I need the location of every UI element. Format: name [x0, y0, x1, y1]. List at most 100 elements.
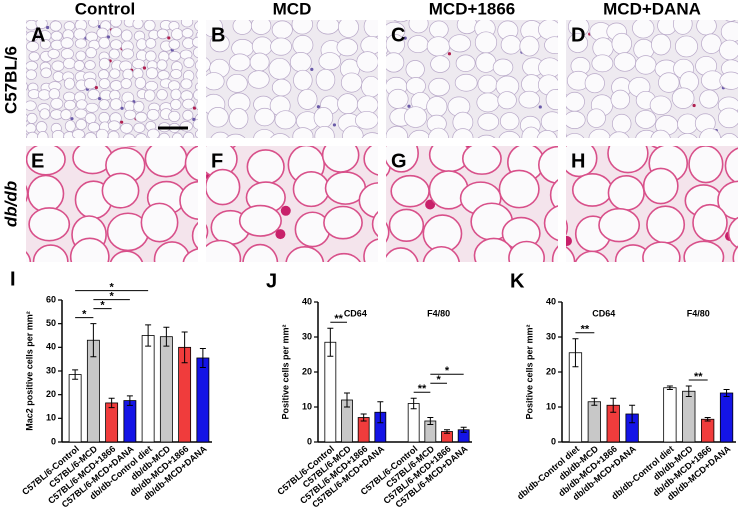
adipocyte [146, 109, 160, 121]
cells [26, 7, 198, 138]
adipocyte [289, 52, 312, 73]
adipocyte [123, 133, 135, 138]
adipocyte [549, 179, 558, 211]
adipocyte [26, 112, 38, 124]
adipocyte [26, 69, 37, 80]
adipocyte [543, 0, 563, 17]
error-bar [344, 392, 350, 408]
adipocyte [161, 8, 172, 18]
adipocyte [373, 274, 412, 311]
adipocyte [26, 250, 32, 262]
adipocyte [607, 146, 649, 174]
adipocyte [611, 32, 633, 55]
adipocyte [229, 53, 251, 72]
adipocyte [455, 54, 476, 72]
adipocyte [588, 128, 611, 138]
nucleus [407, 104, 411, 108]
nucleus [416, 275, 426, 285]
nucleus [70, 117, 74, 121]
nucleus [142, 66, 147, 70]
column-header: MCD+DANA [603, 0, 701, 18]
adipocyte [26, 132, 28, 138]
adipocyte [39, 108, 51, 120]
y-tick-label: 0 [307, 436, 312, 446]
adipocyte [326, 252, 361, 262]
y-tick-label: 50 [46, 318, 56, 328]
nucleus [585, 268, 595, 278]
adipocyte [363, 20, 378, 38]
adipocyte [427, 127, 449, 138]
adipocyte [26, 21, 27, 23]
y-tick-label: 10 [546, 401, 556, 411]
adipocyte [140, 202, 179, 243]
adipocyte [699, 0, 720, 19]
adipocyte [477, 134, 496, 138]
adipocyte [584, 73, 605, 94]
adipocyte [197, 20, 198, 21]
adipocyte [48, 88, 61, 100]
adipocyte [477, 112, 500, 131]
adipocyte [701, 33, 722, 54]
adipocyte [342, 125, 364, 138]
adipocyte [367, 0, 390, 18]
y-axis-label: Positive cells per mm² [280, 324, 290, 419]
adipocyte [180, 78, 193, 90]
adipocyte [170, 69, 183, 79]
adipocyte [498, 131, 521, 138]
adipocyte [63, 21, 76, 32]
adipocyte [363, 238, 378, 262]
adipocyte [228, 108, 249, 130]
y-tick-label: 30 [546, 331, 556, 341]
nucleus [106, 35, 111, 39]
adipocyte [74, 108, 88, 119]
adipocyte [179, 121, 193, 132]
adipocyte [688, 146, 724, 184]
y-tick-label: 40 [302, 296, 312, 306]
adipocyte [85, 102, 99, 113]
adipocyte [35, 20, 48, 29]
bar [701, 418, 715, 443]
adipocyte [107, 130, 120, 138]
adipocyte [611, 113, 632, 134]
bar [141, 335, 155, 443]
adipocyte [540, 0, 563, 15]
y-tick-label: 40 [46, 342, 56, 352]
nucleus [192, 106, 197, 110]
adipocyte [184, 7, 195, 18]
adipocyte [101, 172, 140, 209]
adipocyte [171, 28, 184, 41]
adipocyte [26, 82, 28, 91]
error-bar [572, 338, 579, 368]
adipocyte [179, 180, 198, 220]
histology-image: G [386, 146, 595, 285]
significance-label: ** [581, 324, 590, 336]
nucleus [275, 229, 286, 240]
nucleus [362, 142, 365, 145]
adipocyte [206, 72, 225, 91]
y-tick-label: 30 [46, 365, 56, 375]
adipocyte [170, 99, 182, 110]
adipocyte [133, 122, 146, 133]
significance-label: ** [694, 371, 703, 383]
adipocyte [51, 130, 65, 138]
adipocyte [720, 21, 738, 43]
adipocyte [60, 48, 74, 60]
adipocyte [361, 0, 380, 17]
significance-label: * [109, 282, 114, 294]
adipocyte [461, 146, 502, 175]
adipocyte [63, 99, 77, 111]
bar [123, 400, 137, 443]
adipocyte [651, 33, 672, 56]
histology-image: A [26, 7, 198, 138]
adipocyte [108, 48, 120, 60]
adipocyte [26, 41, 40, 52]
error-bar [666, 385, 673, 390]
adipocyte [292, 127, 314, 138]
adipocyte [545, 89, 558, 110]
adipocyte [147, 128, 160, 138]
adipocyte [28, 207, 71, 242]
error-bar [460, 426, 467, 433]
adipocyte [610, 277, 651, 312]
adipocyte [201, 275, 237, 308]
